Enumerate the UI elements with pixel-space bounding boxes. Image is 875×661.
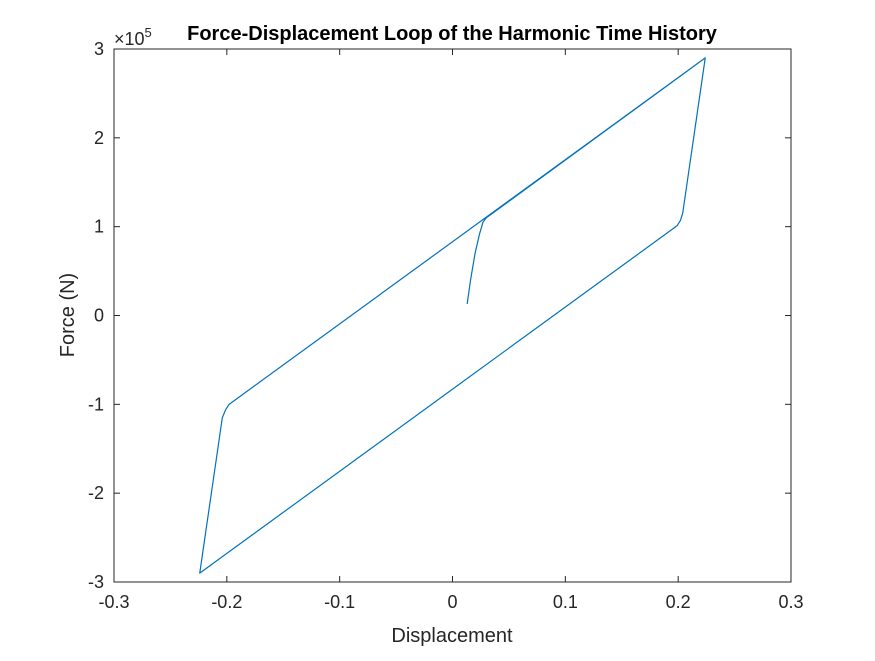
x-tick-label: -0.3 bbox=[98, 592, 129, 612]
x-tick-label: 0.1 bbox=[553, 592, 578, 612]
y-tick-label: 0 bbox=[94, 306, 104, 326]
y-exponent-base: ×10 bbox=[114, 29, 145, 49]
y-tick-label: -3 bbox=[88, 572, 104, 592]
x-tick-label: -0.2 bbox=[211, 592, 242, 612]
x-axis-label: Displacement bbox=[391, 625, 513, 647]
y-axis-label: Force (N) bbox=[57, 273, 79, 357]
x-tick-label: 0.2 bbox=[666, 592, 691, 612]
plot-area bbox=[114, 49, 791, 582]
y-exponent-label: ×105 bbox=[114, 25, 152, 49]
data-layer bbox=[199, 57, 706, 574]
axes-box bbox=[113, 48, 792, 583]
x-tick-label: 0.3 bbox=[778, 592, 803, 612]
y-tick-label: -2 bbox=[88, 483, 104, 503]
y-tick-label: 2 bbox=[94, 128, 104, 148]
chart-title: Force-Displacement Loop of the Harmonic … bbox=[187, 23, 718, 45]
y-tick-label: 3 bbox=[94, 39, 104, 59]
x-tick-label: -0.1 bbox=[324, 592, 355, 612]
y-tick-label: -1 bbox=[88, 394, 104, 414]
series-line bbox=[199, 57, 706, 574]
y-exponent-power: 5 bbox=[145, 25, 152, 40]
y-tick-label: 1 bbox=[94, 217, 104, 237]
x-tick-label: 0 bbox=[447, 592, 457, 612]
